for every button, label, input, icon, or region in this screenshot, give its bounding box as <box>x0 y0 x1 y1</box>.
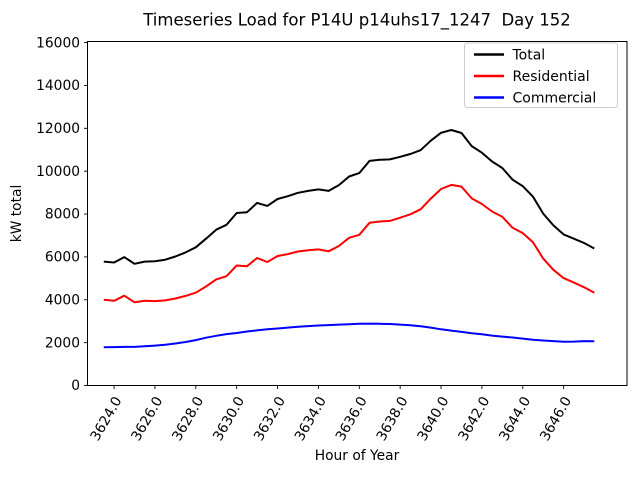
x-axis-label: Hour of Year <box>315 448 400 464</box>
y-tick-label: 6000 <box>45 250 80 266</box>
legend-box <box>464 42 618 108</box>
y-axis-label: kW total <box>9 185 25 243</box>
x-tick-label: 3638.0 <box>374 394 412 444</box>
x-tick-label: 3630.0 <box>210 394 248 444</box>
legend-label-commercial: Commercial <box>513 90 597 106</box>
plot-frame <box>87 41 628 386</box>
legend: Total Residential Commercial <box>464 42 618 108</box>
x-tick-label: 3644.0 <box>496 394 534 444</box>
x-tick-label: 3626.0 <box>128 394 166 444</box>
x-tick-label: 3634.0 <box>292 394 330 444</box>
series-commercial-line <box>103 322 595 349</box>
y-tick-label: 16000 <box>36 35 80 51</box>
x-tick-label: 3640.0 <box>415 394 453 444</box>
chart-title: Timeseries Load for P14U p14uhs17_1247 D… <box>142 11 571 31</box>
y-tick-label: 10000 <box>36 164 80 180</box>
x-tick-label: 3646.0 <box>537 394 575 444</box>
x-tick-label: 3628.0 <box>169 394 207 444</box>
x-tick-label: 3632.0 <box>251 394 289 444</box>
y-tick-label: 2000 <box>45 335 80 351</box>
legend-label-total: Total <box>512 47 546 63</box>
x-tick-label: 3636.0 <box>333 394 371 444</box>
series-total-line <box>103 129 595 265</box>
series-residential-line <box>103 183 595 304</box>
y-tick-label: 0 <box>71 378 80 394</box>
legend-label-residential: Residential <box>513 69 590 85</box>
y-tick-label: 4000 <box>45 292 80 308</box>
y-tick-label: 14000 <box>36 78 80 94</box>
y-tick-label: 12000 <box>36 121 80 137</box>
y-tick-label: 8000 <box>45 207 80 223</box>
x-tick-label: 3642.0 <box>455 394 493 444</box>
x-tick-label: 3624.0 <box>88 394 126 444</box>
